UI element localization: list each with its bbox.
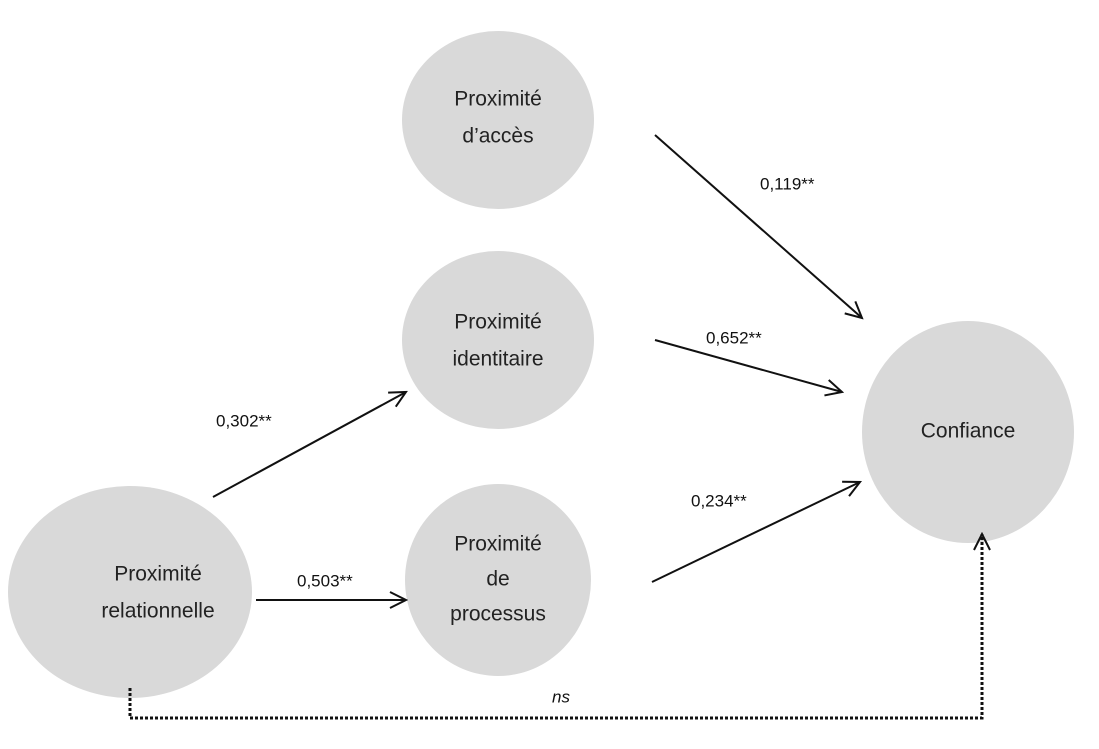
node-label: Proximité: [114, 563, 202, 586]
node-label: Proximité: [454, 533, 542, 556]
node-label: de: [486, 568, 509, 591]
node-label: Confiance: [921, 420, 1016, 443]
node-shape: [405, 484, 591, 676]
nodes: [8, 31, 1074, 698]
edge-label: 0,234**: [691, 491, 747, 510]
edge-dotted: [128, 534, 982, 720]
node-label: Proximité: [454, 311, 542, 334]
edge: [212, 392, 406, 498]
node-shape: [402, 31, 594, 209]
edge-label: ns: [552, 687, 570, 706]
node-label: identitaire: [452, 348, 543, 371]
edge: [651, 482, 860, 583]
node-label: Proximité: [454, 88, 542, 111]
node-shape: [402, 251, 594, 429]
edges: [128, 134, 982, 720]
node-label: relationnelle: [101, 600, 214, 623]
node-label: processus: [450, 603, 546, 626]
edge: [654, 339, 842, 392]
edge-label: 0,119**: [760, 174, 815, 193]
node-shape: [8, 486, 252, 698]
edge-label: 0,503**: [297, 571, 353, 590]
node-label: d’accès: [462, 125, 533, 148]
edge-label: 0,302**: [216, 411, 272, 430]
node-shape: [862, 321, 1074, 543]
edge-label: 0,652**: [706, 328, 762, 347]
edge: [654, 134, 862, 318]
